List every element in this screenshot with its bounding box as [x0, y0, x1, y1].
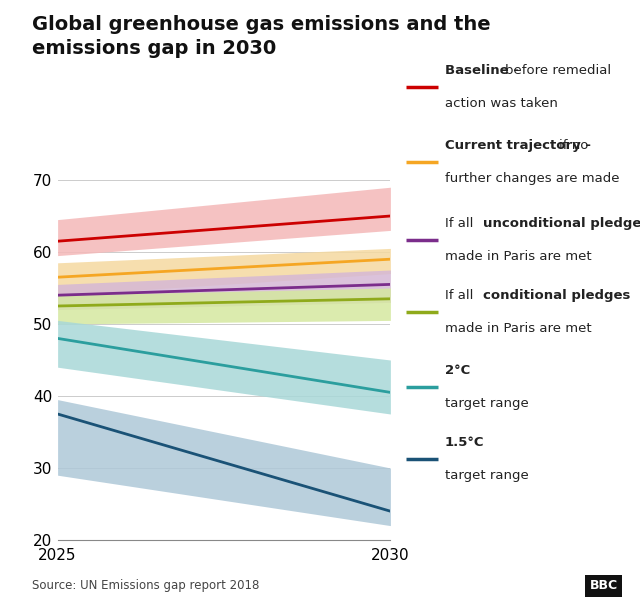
Text: If all: If all — [445, 289, 477, 302]
Text: made in Paris are met: made in Paris are met — [445, 322, 591, 335]
Text: BBC: BBC — [589, 579, 618, 592]
Text: target range: target range — [445, 469, 529, 482]
Text: If all: If all — [445, 217, 477, 230]
Text: action was taken: action was taken — [445, 97, 557, 110]
Text: emissions gap in 2030: emissions gap in 2030 — [32, 39, 276, 58]
Text: Global greenhouse gas emissions and the: Global greenhouse gas emissions and the — [32, 15, 491, 34]
Text: 2°C: 2°C — [445, 364, 470, 377]
Text: if no: if no — [559, 139, 588, 152]
Text: Baseline -: Baseline - — [445, 64, 524, 77]
Text: conditional pledges: conditional pledges — [483, 289, 630, 302]
Text: further changes are made: further changes are made — [445, 172, 620, 185]
Text: made in Paris are met: made in Paris are met — [445, 250, 591, 263]
Text: unconditional pledges: unconditional pledges — [483, 217, 640, 230]
Text: Current trajectory -: Current trajectory - — [445, 139, 595, 152]
Text: before remedial: before remedial — [504, 64, 611, 77]
Text: Source: UN Emissions gap report 2018: Source: UN Emissions gap report 2018 — [32, 579, 259, 592]
Text: target range: target range — [445, 397, 529, 410]
Text: 1.5°C: 1.5°C — [445, 436, 484, 449]
